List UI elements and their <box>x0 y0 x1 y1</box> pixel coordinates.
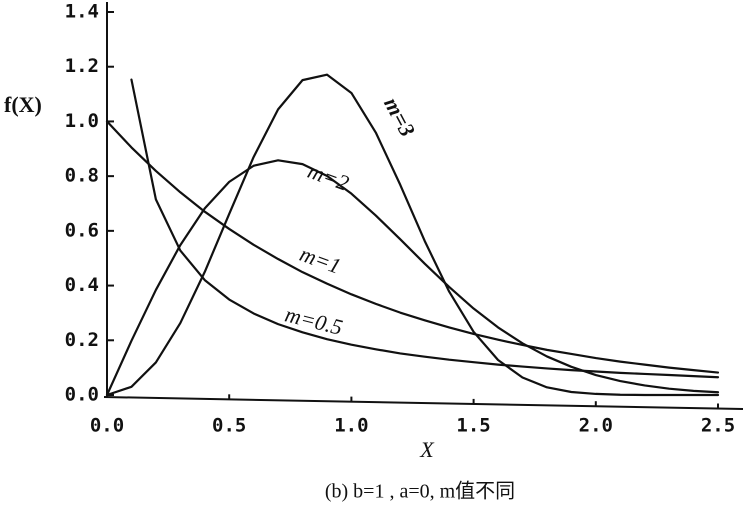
y-tick-label: 0.6 <box>65 219 99 241</box>
curves <box>105 73 720 397</box>
y-tick-label: 1.0 <box>65 110 99 132</box>
axes: 0.0 0.2 0.4 0.6 0.8 1.0 1.2 1.4 0.0 0.5 1.0 1.5 2.0 2… <box>65 1 744 437</box>
y-tick-label: 0.8 <box>65 165 99 187</box>
x-tick-label: 0.0 <box>90 415 124 437</box>
series-label: m=2 <box>305 158 353 196</box>
y-tick-label: 0.0 <box>65 384 99 406</box>
curve <box>105 120 720 374</box>
labels: m=3m=2m=1m=0.5 <box>283 93 421 340</box>
curve <box>105 159 720 397</box>
x-axis-label: X <box>419 437 435 462</box>
x-tick-label: 2.5 <box>701 415 735 437</box>
x-tick-label: 0.5 <box>212 415 246 437</box>
y-axis-label: f(X) <box>4 92 42 117</box>
x-tick-label: 1.5 <box>456 415 490 437</box>
y-tick-label: 0.4 <box>65 274 99 296</box>
curve <box>105 73 720 397</box>
x-axis <box>103 396 744 410</box>
caption: (b) b=1 , a=0, m值不同 <box>325 480 515 503</box>
x-tick-label: 1.0 <box>334 415 368 437</box>
x-tick-label: 2.0 <box>579 415 613 437</box>
y-tick-label: 1.2 <box>65 55 99 77</box>
y-tick-label: 0.2 <box>65 329 99 351</box>
curve <box>130 78 720 379</box>
series-label: m=3 <box>379 93 420 141</box>
y-tick-label: 1.4 <box>65 1 99 23</box>
series-label: m=0.5 <box>283 301 346 339</box>
